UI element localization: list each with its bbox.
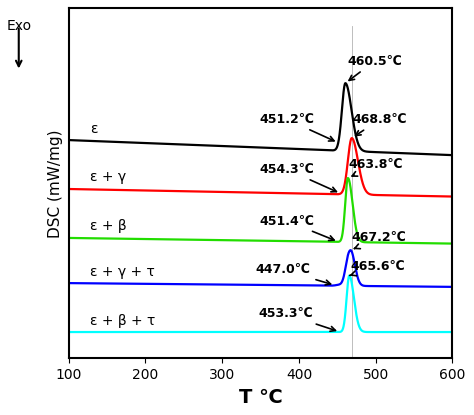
Text: Exo: Exo bbox=[6, 19, 31, 33]
Text: ε + β + τ: ε + β + τ bbox=[90, 313, 155, 327]
Text: 465.6℃: 465.6℃ bbox=[350, 260, 405, 276]
Text: 451.2℃: 451.2℃ bbox=[259, 113, 334, 141]
Text: 460.5℃: 460.5℃ bbox=[347, 54, 402, 81]
Text: ε: ε bbox=[90, 122, 98, 136]
Text: ε + γ + τ: ε + γ + τ bbox=[90, 265, 155, 278]
Text: 447.0℃: 447.0℃ bbox=[255, 264, 330, 285]
Text: 463.8℃: 463.8℃ bbox=[349, 158, 403, 176]
Text: 468.8℃: 468.8℃ bbox=[353, 113, 407, 136]
Text: ε + γ: ε + γ bbox=[90, 171, 126, 185]
Y-axis label: DSC (mW/mg): DSC (mW/mg) bbox=[48, 129, 63, 238]
Text: ε + β: ε + β bbox=[90, 220, 127, 233]
X-axis label: T ℃: T ℃ bbox=[239, 388, 283, 407]
Text: 453.3℃: 453.3℃ bbox=[258, 308, 336, 331]
Text: 467.2℃: 467.2℃ bbox=[352, 232, 407, 249]
Text: 451.4℃: 451.4℃ bbox=[259, 215, 334, 241]
Text: 454.3℃: 454.3℃ bbox=[260, 163, 337, 192]
